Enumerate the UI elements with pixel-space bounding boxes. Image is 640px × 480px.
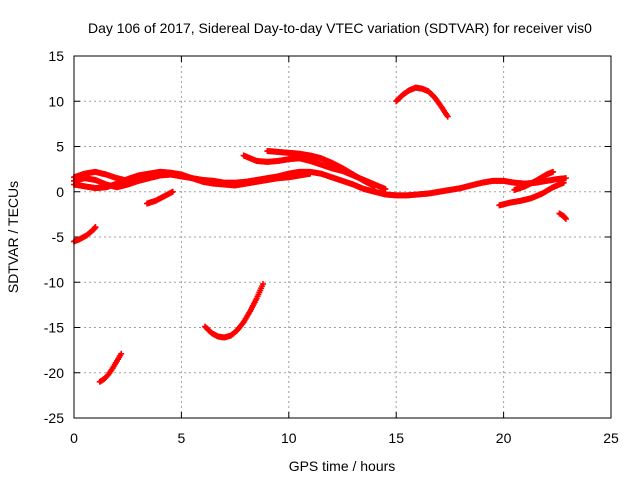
y-tick-label: 0 [56,184,64,200]
grid-lines [74,56,611,418]
series-track-12 [511,168,557,193]
x-tick-label: 20 [496,430,512,446]
series-track-7 [71,224,99,245]
series-track-8 [96,350,125,385]
y-tick-label: 15 [48,48,64,64]
data-point [550,168,557,175]
chart-title: Day 106 of 2017, Sidereal Day-to-day VTE… [88,20,592,36]
series-track-5 [264,148,378,190]
series-track-9 [202,281,267,341]
y-tick-label: -15 [44,320,64,336]
series-track-6 [144,188,176,207]
data-point [135,177,142,184]
y-tick-label: -20 [44,365,64,381]
y-tick-label: 10 [48,93,64,109]
x-tick-label: 15 [388,430,404,446]
data-point [562,215,569,222]
data-point [371,183,378,190]
x-tick-label: 25 [603,430,619,446]
plot-border [73,55,612,419]
x-tick-label: 5 [178,430,186,446]
data-point [562,175,569,182]
axis-ticks: 0 5 10 15 20 25 -25 -20 -15 -10 -5 0 5 10 15 [44,48,619,446]
y-tick-label: -5 [52,229,65,245]
series-track-11 [496,179,567,209]
series-track-10 [393,84,451,120]
data-point [260,281,267,288]
data-point [444,113,451,120]
x-tick-label: 10 [281,430,297,446]
x-axis-label: GPS time / hours [289,458,396,474]
data-point [560,179,567,186]
data-point [382,186,389,193]
y-tick-label: -10 [44,274,64,290]
series-track-2 [71,168,314,192]
data-point [118,350,125,357]
y-tick-label: 5 [56,139,64,155]
series-track-3 [71,168,142,184]
series-track-13 [556,210,569,222]
data-point [92,224,99,231]
data-point [169,188,176,195]
y-tick-label: -25 [44,410,64,426]
x-tick-label: 0 [70,430,78,446]
y-axis-label: SDTVAR / TECUs [5,181,21,293]
data-points [71,84,569,385]
data-point [307,170,314,177]
